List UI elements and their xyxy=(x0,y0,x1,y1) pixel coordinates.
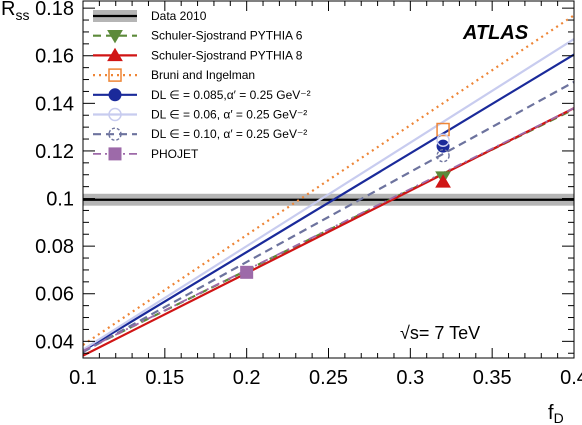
y-axis-label: Rss xyxy=(1,0,29,23)
series-point-4 xyxy=(436,133,450,147)
series-line-3 xyxy=(82,53,575,352)
y-tick-label-3: 0.1 xyxy=(46,189,74,211)
atlas-label: ATLAS xyxy=(462,22,529,44)
series-line-2 xyxy=(82,14,575,346)
marker-layer xyxy=(240,122,451,279)
legend-marker-4 xyxy=(108,88,122,102)
legend-marker-7 xyxy=(108,147,122,161)
y-tick-label-7: 0.18 xyxy=(35,0,74,20)
y-tick-label-2: 0.08 xyxy=(35,236,74,258)
y-tick-label-6: 0.16 xyxy=(35,46,74,68)
legend-layer: Data 2010 Schuler-Sjostrand PYTHIA 6 Schul… xyxy=(93,9,311,161)
y-tick-label-1: 0.06 xyxy=(35,284,74,306)
y-axis-label-subscript: ss xyxy=(15,7,29,23)
x-tick-label-4: 0.3 xyxy=(396,367,424,389)
legend-marker-1 xyxy=(107,29,123,44)
x-axis-label: fD xyxy=(548,402,564,425)
legend-label-6: DL ∈ = 0.10, α′ = 0.25 GeV⁻² xyxy=(151,127,307,141)
y-tick-label-0: 0.04 xyxy=(35,331,74,353)
legend-marker-3 xyxy=(108,68,122,82)
series-point-2 xyxy=(436,122,450,137)
x-tick-label-1: 0.15 xyxy=(145,367,184,389)
series-point-5 xyxy=(436,148,450,163)
energy-sqrt-text: √s xyxy=(400,323,419,343)
series-line-4 xyxy=(82,38,575,351)
series-point-6 xyxy=(240,265,254,279)
series-line-5 xyxy=(82,80,575,354)
series-line-6 xyxy=(82,107,575,352)
energy-rest-text: = 7 TeV xyxy=(419,323,480,343)
data-band-layer xyxy=(83,193,574,206)
x-tick-label-2: 0.2 xyxy=(233,367,261,389)
legend-label-data-2010: Data 2010 xyxy=(151,9,207,23)
x-tick-label-0: 0.1 xyxy=(69,367,97,389)
x-axis-label-main: f xyxy=(548,402,554,424)
x-tick-label-5: 0.35 xyxy=(473,367,512,389)
legend-marker-2 xyxy=(107,47,123,62)
legend-label-2: Schuler-Sjostrand PYTHIA 8 xyxy=(151,48,303,62)
y-tick-label-4: 0.12 xyxy=(35,141,74,163)
legend-label-4: DL ∈ = 0.085,α′ = 0.25 GeV⁻² xyxy=(151,88,311,102)
x-tick-label-3: 0.25 xyxy=(309,367,348,389)
series-point-1 xyxy=(435,174,451,188)
series-layer xyxy=(82,14,575,357)
legend-marker-6 xyxy=(108,127,122,141)
x-axis-label-subscript: D xyxy=(554,410,564,425)
energy-label: √s= 7 TeV xyxy=(400,323,480,343)
legend-label-5: DL ∈ = 0.06, α′ = 0.25 GeV⁻² xyxy=(151,108,307,122)
y-tick-label-5: 0.14 xyxy=(35,93,74,115)
legend-label-1: Schuler-Sjostrand PYTHIA 6 xyxy=(151,29,303,43)
y-axis-label-main: R xyxy=(1,0,15,20)
axes-layer: 0.1 0.15 0.2 0.25 0.3 0.35 0.4 0.04 0.06 0.08 0.1 0… xyxy=(35,0,582,389)
x-tick-label-6: 0.4 xyxy=(560,367,582,389)
legend-marker-5 xyxy=(108,107,122,122)
legend-label-7: PHOJET xyxy=(151,147,199,161)
legend-label-3: Bruni and Ingelman xyxy=(151,68,255,82)
